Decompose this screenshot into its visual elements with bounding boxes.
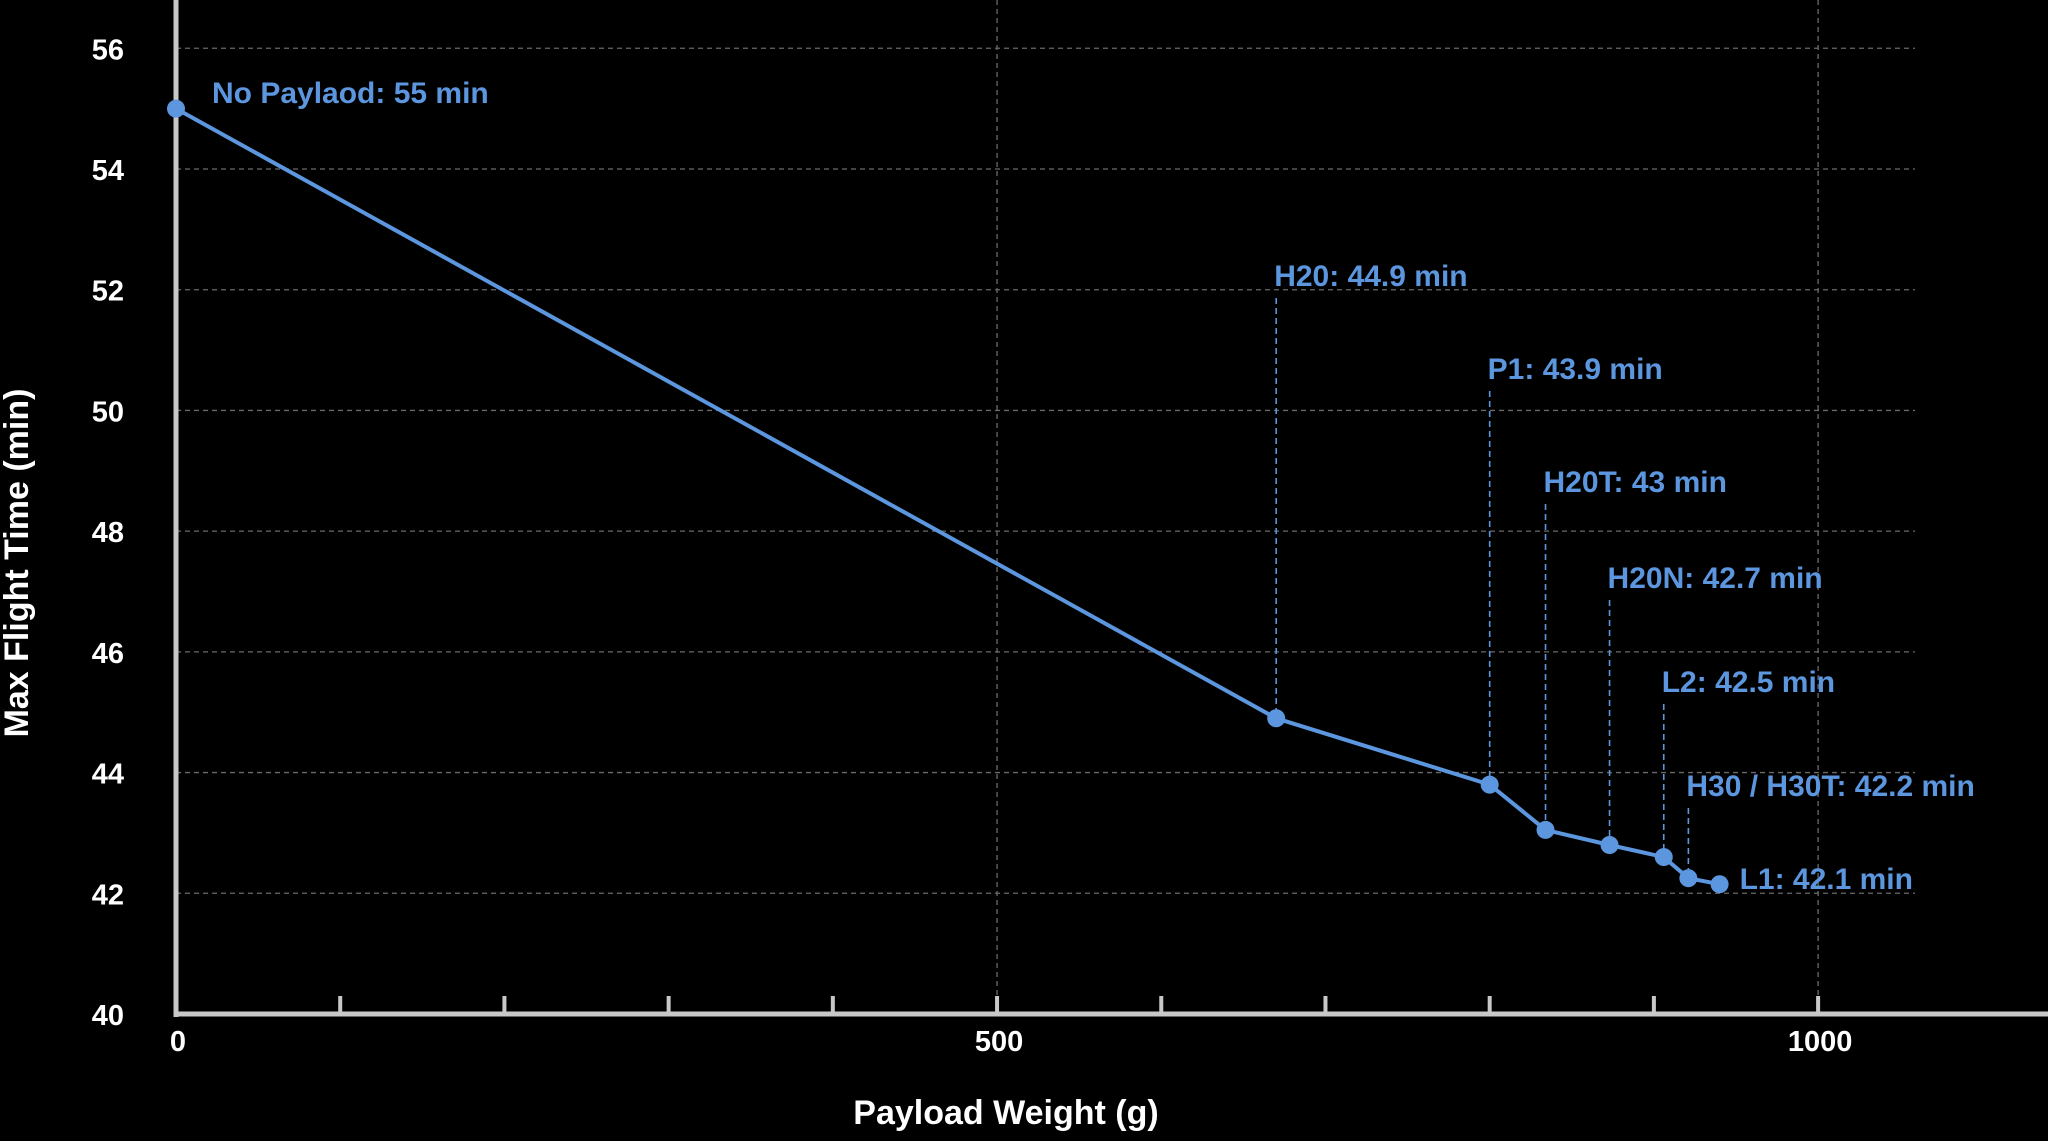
data-point bbox=[1654, 848, 1673, 867]
data-label: H20: 44.9 min bbox=[1274, 260, 1467, 293]
label-leader-lines bbox=[1275, 298, 1690, 879]
y-tick-label: 48 bbox=[92, 517, 124, 549]
data-label: No Paylaod: 55 min bbox=[212, 77, 489, 110]
x-axis-title: Payload Weight (g) bbox=[853, 1094, 1158, 1132]
data-point bbox=[1600, 836, 1619, 854]
axes: 40 42 44 46 48 50 52 54 56 0 500 1000 bbox=[92, 0, 2048, 1058]
x-tick-label: 0 bbox=[170, 1026, 186, 1058]
y-tick-label: 52 bbox=[92, 276, 124, 308]
y-tick-label: 46 bbox=[92, 638, 124, 670]
y-tick-label: 50 bbox=[92, 396, 124, 428]
data-label: P1: 43.9 min bbox=[1488, 353, 1663, 386]
y-axis-title: Max Flight Time (min) bbox=[0, 389, 36, 738]
y-tick-label: 56 bbox=[92, 34, 124, 66]
data-point bbox=[1267, 709, 1286, 728]
y-tick-label: 44 bbox=[92, 759, 124, 791]
x-tick-label: 500 bbox=[975, 1026, 1023, 1058]
y-tick-label: 54 bbox=[92, 155, 124, 187]
y-tick-label: 42 bbox=[92, 879, 124, 911]
data-label: H20T: 43 min bbox=[1544, 466, 1727, 499]
gridlines bbox=[176, 0, 1915, 1014]
y-tick-label: 40 bbox=[92, 1000, 124, 1032]
data-label: H20N: 42.7 min bbox=[1608, 562, 1823, 595]
data-label: H30 / H30T: 42.2 min bbox=[1686, 770, 1974, 803]
data-point bbox=[1710, 875, 1729, 894]
data-point bbox=[1536, 820, 1555, 839]
data-label: L2: 42.5 min bbox=[1662, 666, 1835, 699]
data-point bbox=[1480, 775, 1499, 794]
data-label: L1: 42.1 min bbox=[1740, 863, 1913, 896]
data-point bbox=[1679, 869, 1698, 888]
x-tick-label: 1000 bbox=[1788, 1026, 1853, 1058]
data-points bbox=[167, 99, 1729, 894]
data-labels: No Paylaod: 55 min H20: 44.9 min P1: 43.9 … bbox=[212, 77, 1975, 896]
data-point bbox=[167, 99, 185, 118]
